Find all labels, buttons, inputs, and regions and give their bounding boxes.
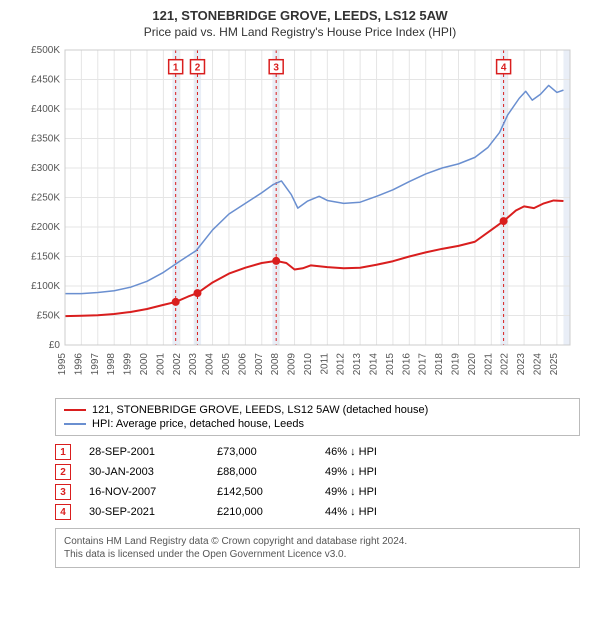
sale-marker: 2 xyxy=(55,464,71,480)
sales-row: 1 28-SEP-2001 £73,000 46% ↓ HPI xyxy=(55,442,580,462)
svg-text:2001: 2001 xyxy=(155,353,166,376)
legend-item: HPI: Average price, detached house, Leed… xyxy=(64,417,571,431)
svg-text:2019: 2019 xyxy=(451,353,462,376)
svg-text:2009: 2009 xyxy=(287,353,298,376)
svg-text:2022: 2022 xyxy=(500,353,511,376)
chart-area: £0 £50K £100K £150K £200K £250K £300K £350K £400… xyxy=(20,45,580,390)
svg-text:3: 3 xyxy=(273,63,279,74)
svg-text:2012: 2012 xyxy=(336,353,347,376)
sale-marker: 4 xyxy=(55,504,71,520)
svg-text:2014: 2014 xyxy=(369,353,380,376)
svg-text:1995: 1995 xyxy=(57,353,68,376)
sale-marker: 1 xyxy=(55,444,71,460)
sale-price: £210,000 xyxy=(217,506,307,518)
svg-text:£300K: £300K xyxy=(31,163,60,174)
svg-text:1997: 1997 xyxy=(90,353,101,376)
svg-text:1996: 1996 xyxy=(73,353,84,376)
svg-text:2021: 2021 xyxy=(483,353,494,376)
sale-hpi-delta: 49% ↓ HPI xyxy=(325,486,377,498)
svg-text:2007: 2007 xyxy=(254,353,265,376)
svg-text:2023: 2023 xyxy=(516,353,527,376)
svg-text:2024: 2024 xyxy=(532,353,543,376)
legend-item: 121, STONEBRIDGE GROVE, LEEDS, LS12 5AW … xyxy=(64,403,571,417)
svg-text:2017: 2017 xyxy=(418,353,429,376)
svg-text:2: 2 xyxy=(195,63,201,74)
svg-text:£450K: £450K xyxy=(31,75,60,86)
svg-text:£350K: £350K xyxy=(31,134,60,145)
svg-text:2015: 2015 xyxy=(385,353,396,376)
svg-text:2025: 2025 xyxy=(549,353,560,376)
sale-marker: 3 xyxy=(55,484,71,500)
sale-price: £88,000 xyxy=(217,466,307,478)
sale-date: 30-SEP-2021 xyxy=(89,506,199,518)
svg-text:2013: 2013 xyxy=(352,353,363,376)
sale-price: £142,500 xyxy=(217,486,307,498)
svg-text:2003: 2003 xyxy=(188,353,199,376)
sale-hpi-delta: 44% ↓ HPI xyxy=(325,506,377,518)
sales-row: 3 16-NOV-2007 £142,500 49% ↓ HPI xyxy=(55,482,580,502)
sale-hpi-delta: 49% ↓ HPI xyxy=(325,466,377,478)
svg-text:1: 1 xyxy=(173,63,179,74)
svg-text:2005: 2005 xyxy=(221,353,232,376)
svg-text:£400K: £400K xyxy=(31,104,60,115)
sale-date: 28-SEP-2001 xyxy=(89,446,199,458)
svg-text:£200K: £200K xyxy=(31,222,60,233)
sales-row: 2 30-JAN-2003 £88,000 49% ↓ HPI xyxy=(55,462,580,482)
sales-table: 1 28-SEP-2001 £73,000 46% ↓ HPI 2 30-JAN-2003… xyxy=(55,442,580,522)
svg-text:2000: 2000 xyxy=(139,353,150,376)
sale-hpi-delta: 46% ↓ HPI xyxy=(325,446,377,458)
legend-swatch xyxy=(64,423,86,425)
footer-line-2: This data is licensed under the Open Gov… xyxy=(64,548,571,561)
svg-text:2010: 2010 xyxy=(303,353,314,376)
page-container: { "title": "121, STONEBRIDGE GROVE, LEED… xyxy=(0,0,600,620)
svg-text:4: 4 xyxy=(501,63,507,74)
legend-label: HPI: Average price, detached house, Leed… xyxy=(92,418,304,430)
svg-text:2018: 2018 xyxy=(434,353,445,376)
svg-text:£250K: £250K xyxy=(31,193,60,204)
svg-text:2002: 2002 xyxy=(172,353,183,376)
svg-text:£50K: £50K xyxy=(37,311,61,322)
svg-text:1999: 1999 xyxy=(123,353,134,376)
svg-text:2008: 2008 xyxy=(270,353,281,376)
sale-date: 30-JAN-2003 xyxy=(89,466,199,478)
svg-text:2006: 2006 xyxy=(237,353,248,376)
svg-text:£0: £0 xyxy=(49,340,61,351)
footer-line-1: Contains HM Land Registry data © Crown c… xyxy=(64,535,571,548)
chart-title: 121, STONEBRIDGE GROVE, LEEDS, LS12 5AW xyxy=(0,0,600,23)
sales-row: 4 30-SEP-2021 £210,000 44% ↓ HPI xyxy=(55,502,580,522)
chart-svg: £0 £50K £100K £150K £200K £250K £300K £350K £400… xyxy=(20,45,580,390)
svg-text:2016: 2016 xyxy=(401,353,412,376)
svg-text:2011: 2011 xyxy=(319,353,330,375)
svg-text:£500K: £500K xyxy=(31,45,60,56)
svg-text:£100K: £100K xyxy=(31,281,60,292)
chart-subtitle: Price paid vs. HM Land Registry's House … xyxy=(0,23,600,45)
svg-text:1998: 1998 xyxy=(106,353,117,376)
legend-label: 121, STONEBRIDGE GROVE, LEEDS, LS12 5AW … xyxy=(92,404,428,416)
sale-date: 16-NOV-2007 xyxy=(89,486,199,498)
svg-text:£150K: £150K xyxy=(31,252,60,263)
sale-price: £73,000 xyxy=(217,446,307,458)
legend-swatch xyxy=(64,409,86,411)
svg-text:2004: 2004 xyxy=(205,353,216,376)
svg-text:2020: 2020 xyxy=(467,353,478,376)
footer-attribution: Contains HM Land Registry data © Crown c… xyxy=(55,528,580,568)
legend: 121, STONEBRIDGE GROVE, LEEDS, LS12 5AW … xyxy=(55,398,580,436)
